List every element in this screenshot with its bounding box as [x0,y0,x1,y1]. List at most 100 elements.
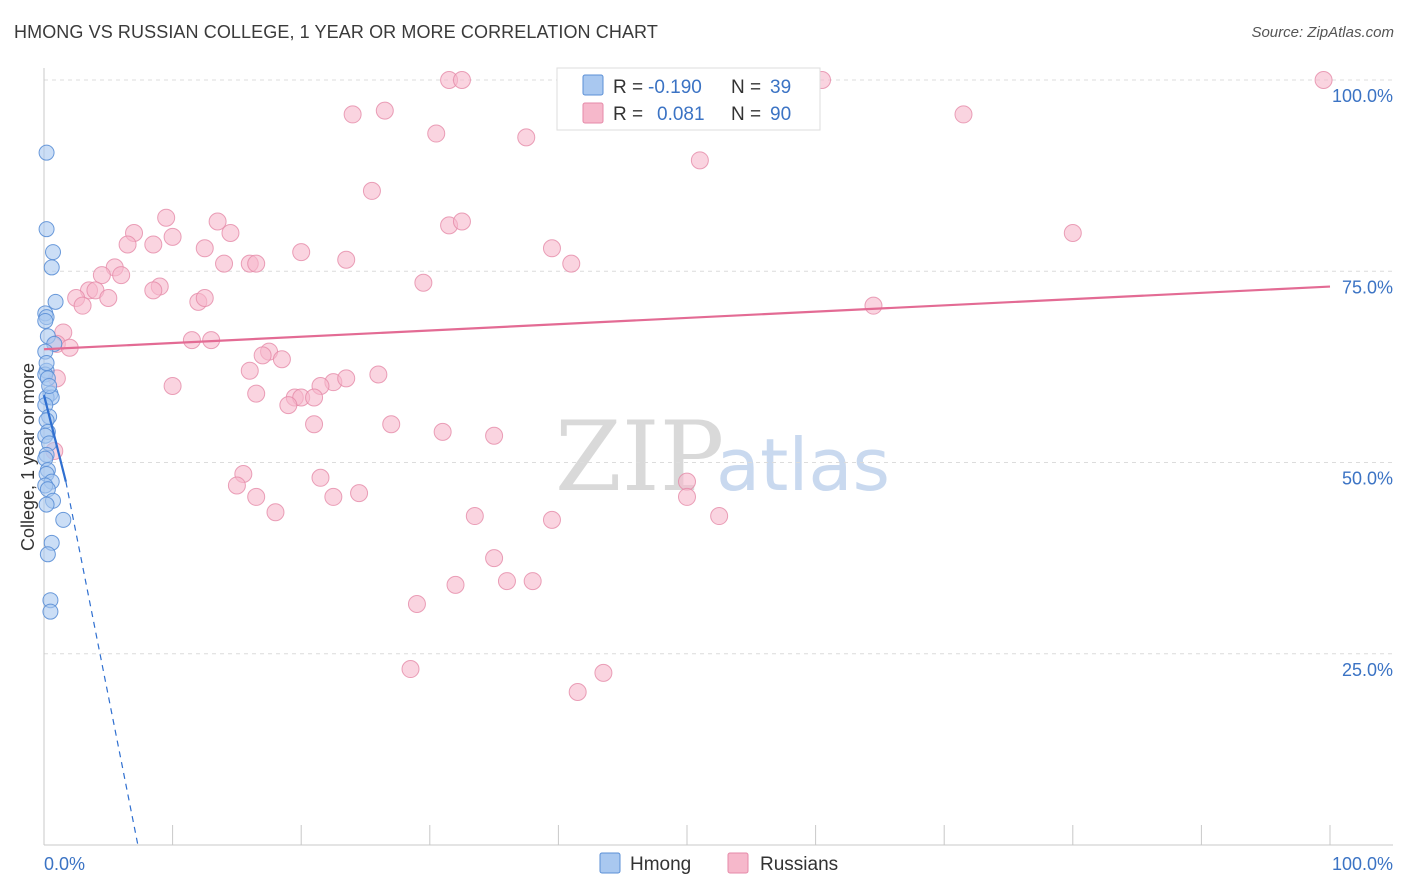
russian-point-46 [182,331,201,350]
russian-point-88 [594,663,613,682]
russian-point-79 [465,507,484,526]
russian-point-86 [407,595,426,614]
russian-point-12 [362,181,381,200]
russian-point-58 [369,365,388,384]
hmong-n-label: N = [731,77,761,98]
russian-point-9 [517,128,536,147]
russian-point-40 [99,289,118,308]
hmong-point-36 [42,603,59,620]
russian-series [45,71,1333,701]
watermark-atlas: atlas [716,423,890,507]
hmong-series [37,144,72,620]
russian-point-38 [144,281,163,300]
russian-point-75 [324,487,343,506]
russian-point-53 [272,350,291,369]
russian-point-26 [215,254,234,273]
russian-point-50 [240,361,259,380]
hmong-point-31 [38,496,55,513]
russian-point-72 [678,472,696,491]
russian-point-13 [157,208,176,227]
hmong-point-7 [37,312,54,329]
hmong-r-value: -0.190 [648,77,702,98]
x-tick-label-0: 0.0% [44,854,85,874]
russian-point-7 [375,101,394,120]
source-label: Source: ZipAtlas.com [1251,24,1394,41]
russian-point-25 [337,250,356,269]
russian-point-18 [163,227,182,246]
hmong-bottom-swatch [599,852,621,874]
russian-point-10 [954,105,973,124]
russian-point-89 [568,683,587,701]
russian-legend-label: Russians [760,854,838,875]
russian-r-value: 0.081 [657,104,705,125]
hmong-r-label: R = [613,77,643,98]
hmong-point-38 [41,378,58,394]
hmong-point-0 [38,144,55,161]
x-tick-labels: 0.0% 100.0% [44,854,1393,874]
russian-point-30 [562,254,581,273]
russian-point-66 [382,415,401,434]
trend-lines [42,285,1331,846]
russian-point-32 [92,266,111,285]
russian-bottom-swatch [727,852,749,874]
russian-n-label: N = [731,104,761,125]
chart-title: HMONG VS RUSSIAN COLLEGE, 1 YEAR OR MORE… [14,22,658,42]
stats-legend: R = -0.190 N = 39 R = 0.081 N = 90 [556,67,821,131]
hmong-trend-line [42,394,67,482]
hmong-legend-label: Hmong [630,854,691,875]
russian-point-16 [452,212,471,231]
russian-point-1 [452,71,471,89]
russian-point-33 [112,266,131,285]
russian-point-84 [523,572,542,591]
watermark-zip: ZIP [555,401,724,513]
hmong-point-4 [47,293,64,310]
russian-point-43 [73,296,92,315]
russian-point-21 [144,235,163,254]
russian-point-19 [221,224,240,242]
russian-n-value: 90 [770,104,791,125]
hmong-n-value: 39 [770,77,791,98]
russian-point-23 [542,239,561,258]
russian-point-65 [305,415,324,434]
hmong-point-2 [45,244,62,261]
russian-point-71 [311,468,330,487]
russian-point-14 [208,212,227,231]
hmong-point-34 [39,546,56,563]
russian-point-82 [485,549,504,568]
hmong-point-37 [38,355,55,372]
y-axis-label: College, 1 year or more [18,363,38,551]
x-tick-label-1: 100.0% [1332,854,1393,874]
russian-point-77 [678,487,696,506]
russian-point-64 [279,396,298,415]
russian-point-22 [195,239,214,258]
y-tick-labels: 25.0% 50.0% 75.0% 100.0% [1332,86,1393,680]
russian-point-20 [118,235,137,254]
russian-point-85 [446,575,465,594]
russian-point-68 [485,426,504,445]
y-tick-label-1: 50.0% [1342,469,1393,489]
russian-point-57 [337,369,356,388]
russian-legend-swatch [582,102,604,124]
russian-point-76 [350,484,369,503]
series-legend: Hmong Russians [599,852,838,875]
russian-point-74 [247,487,266,506]
russian-point-63 [305,388,324,407]
russian-point-31 [1063,224,1082,242]
hmong-point-32 [55,511,72,528]
russian-point-73 [227,476,246,495]
russian-point-55 [163,377,182,395]
y-tick-label-0: 25.0% [1342,660,1393,680]
russian-point-28 [247,254,266,273]
russian-point-11 [690,151,709,170]
russian-point-8 [427,124,446,143]
russian-point-44 [864,296,883,315]
russian-trend-line [43,285,1331,351]
hmong-point-1 [38,221,55,238]
russian-point-83 [497,572,516,591]
hmong-trend-extension [65,481,139,846]
hmong-legend-swatch [582,74,604,96]
russian-point-5 [1314,71,1333,89]
russian-point-52 [253,346,272,365]
y-tick-label-2: 75.0% [1342,277,1393,297]
